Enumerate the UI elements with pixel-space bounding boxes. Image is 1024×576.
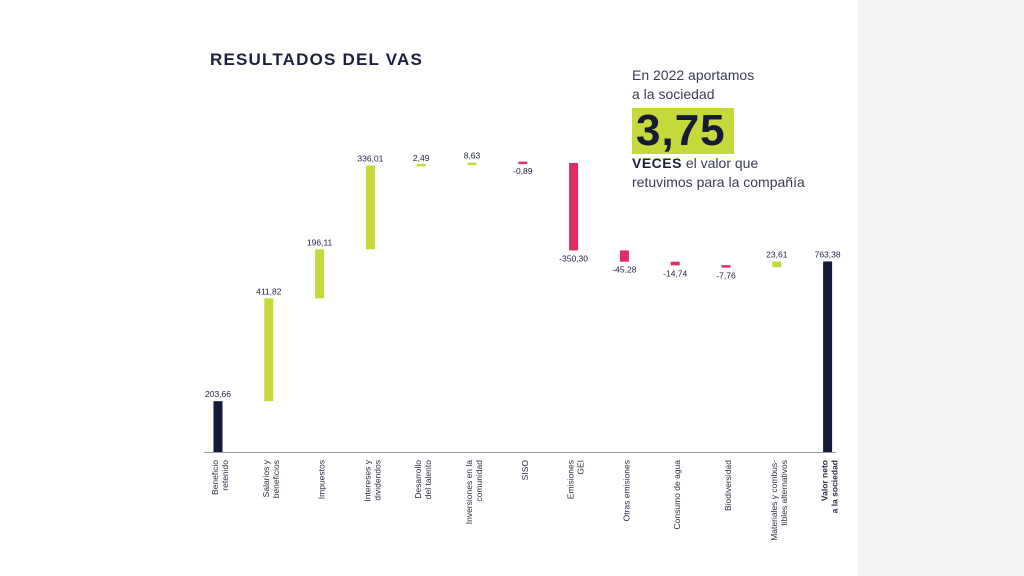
bar-9 — [670, 261, 680, 266]
category-label-line: Impuestos — [317, 460, 327, 499]
category-label-line: del talento — [423, 460, 433, 499]
bar-2 — [315, 249, 325, 299]
bar-4 — [416, 163, 426, 167]
callout-line-3: el valor que — [681, 155, 759, 171]
category-label-line: Inversiones en la — [464, 460, 474, 525]
category-label-2: Impuestos — [317, 460, 327, 499]
data-label-9: -14,74 — [663, 268, 687, 278]
category-label-line: Intereses y — [362, 459, 372, 501]
category-label-4: Desarrollo del talento — [413, 460, 433, 499]
category-label-line: a la sociedad — [830, 460, 840, 513]
data-label-2: 196,11 — [307, 237, 333, 247]
category-label-line: Otras emisiones — [621, 460, 631, 521]
bar-8 — [619, 250, 629, 262]
bar-12 — [823, 261, 833, 452]
category-label-1: Salarios y beneficios — [261, 459, 281, 498]
category-label-line: comunidad — [474, 460, 484, 502]
category-label-12: Valor neto a la sociedad — [820, 460, 840, 513]
category-label-line: Valor neto — [820, 460, 830, 501]
category-label-7: Emisiones GEI — [566, 460, 586, 499]
category-label-3: Intereses y dividendos — [362, 459, 382, 501]
callout-multiple-label: VECES — [632, 155, 682, 171]
category-label-line: Beneficio — [210, 460, 220, 495]
category-label-8: Otras emisiones — [621, 460, 631, 521]
category-label-9: Consumo de agua — [672, 460, 682, 530]
data-label-1: 411,82 — [256, 286, 282, 296]
bar-6 — [518, 161, 528, 165]
callout-line-4: retuvimos para la compañía — [632, 174, 805, 190]
data-label-10: -7,76 — [716, 270, 736, 280]
category-label-5: Inversiones en la comunidad — [464, 460, 484, 525]
data-label-8: -45,28 — [612, 265, 636, 275]
data-label-6: -0,89 — [513, 166, 533, 176]
category-label-line: Emisiones — [566, 460, 576, 499]
data-label-12: 763,38 — [815, 249, 841, 259]
callout-line-2: a la sociedad — [632, 86, 715, 102]
data-label-5: 8,63 — [464, 151, 481, 161]
callout-panel: En 2022 aportamos a la sociedad 3,75 VEC… — [632, 66, 805, 192]
category-label-line: Salarios y — [261, 459, 271, 497]
category-label-0: Beneficio retenido — [210, 460, 230, 495]
bar-1 — [264, 298, 274, 402]
bar-10 — [721, 265, 731, 268]
category-label-line: tibles alternativos — [779, 460, 789, 526]
category-label-10: Biodiversidad — [723, 460, 733, 511]
category-label-6: SISO — [520, 460, 530, 481]
callout-multiple: 3,75 — [632, 108, 734, 154]
category-label-line: Materiales y combus- — [769, 460, 779, 541]
data-label-7: -350,30 — [559, 253, 588, 263]
data-label-4: 2,49 — [413, 153, 430, 163]
category-label-11: Materiales y combus-tibles alternativos — [769, 460, 789, 541]
bar-3 — [365, 165, 375, 250]
category-label-line: SISO — [520, 460, 530, 481]
category-label-line: Desarrollo — [413, 460, 423, 499]
data-label-11: 23,61 — [766, 249, 788, 259]
data-label-3: 336,01 — [357, 154, 383, 164]
category-label-line: Biodiversidad — [723, 460, 733, 511]
category-label-line: GEI — [576, 460, 586, 475]
bar-5 — [467, 162, 477, 166]
category-label-line: Consumo de agua — [672, 460, 682, 530]
bar-0 — [213, 401, 223, 452]
chart-title: RESULTADOS DEL VAS — [210, 50, 424, 69]
bar-7 — [569, 162, 579, 251]
callout-line-1: En 2022 aportamos — [632, 67, 755, 83]
bar-11 — [772, 261, 782, 268]
data-label-0: 203,66 — [205, 389, 231, 399]
category-label-line: beneficios — [271, 460, 281, 498]
category-label-line: retenido — [220, 460, 230, 491]
category-label-line: dividendos — [372, 460, 382, 501]
background-strip — [858, 0, 1024, 576]
